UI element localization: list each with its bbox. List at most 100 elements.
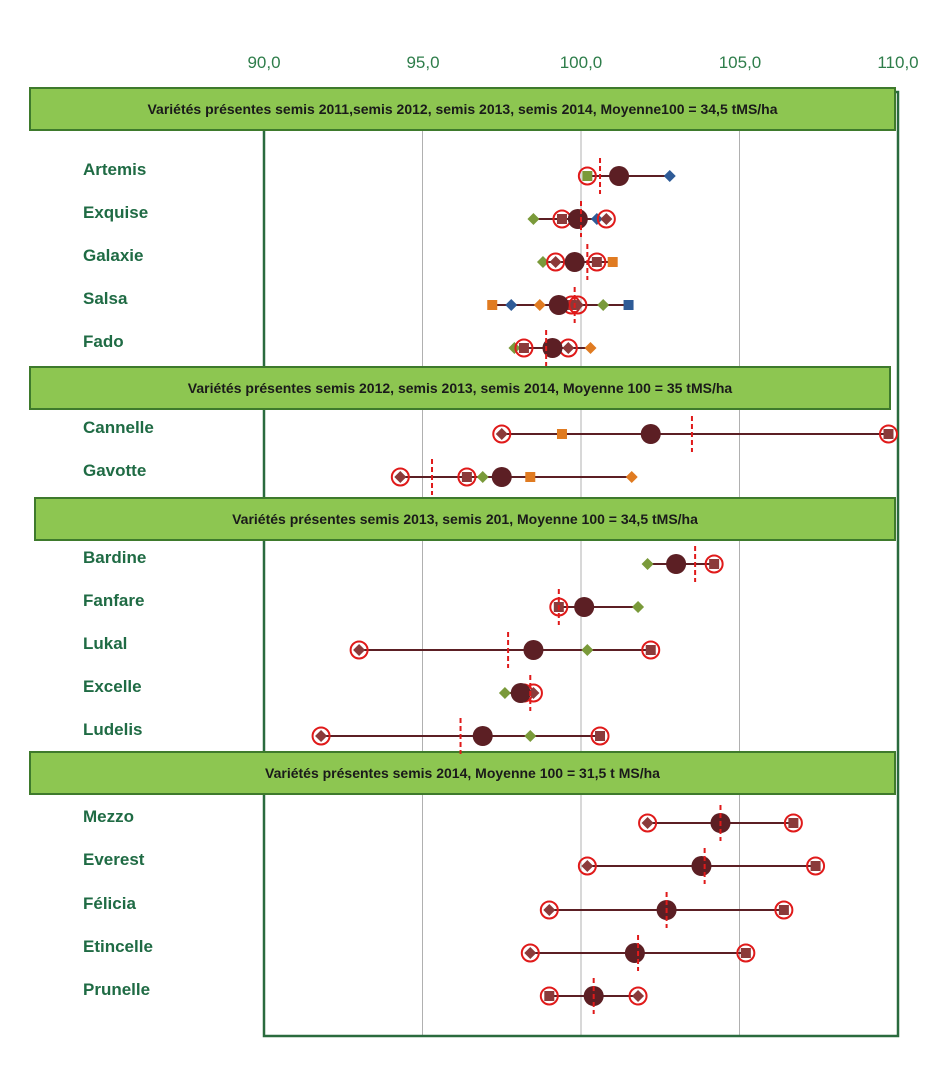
- significance-ring: [539, 986, 559, 1006]
- data-point-diamond: [524, 730, 537, 742]
- mean-marker: [666, 554, 687, 574]
- variety-row: Mezzo: [83, 805, 803, 841]
- significance-ring: [457, 467, 477, 487]
- group-banner: [29, 751, 896, 795]
- data-point-diamond: [581, 644, 594, 656]
- group-banner: [29, 366, 891, 410]
- data-point-diamond: [508, 342, 521, 354]
- mean-marker: [523, 640, 544, 660]
- significance-ring: [520, 943, 540, 963]
- variety-row: Lukal: [83, 632, 661, 668]
- data-point-diamond: [527, 213, 540, 225]
- variety-row: Galaxie: [83, 244, 618, 280]
- data-point-square: [595, 731, 606, 741]
- significance-ring: [546, 252, 566, 272]
- data-point-diamond: [632, 990, 645, 1002]
- mean-marker: [609, 166, 630, 186]
- significance-ring: [492, 424, 512, 444]
- data-point-diamond: [641, 558, 654, 570]
- significance-ring: [539, 900, 559, 920]
- data-point-diamond: [584, 342, 597, 354]
- variety-label: Galaxie: [83, 246, 144, 265]
- mean-marker: [510, 683, 531, 703]
- data-point-diamond: [495, 428, 508, 440]
- group-banner-title: Variétés présentes semis 2014, Moyenne 1…: [265, 765, 660, 781]
- x-tick-label: 95,0: [406, 53, 439, 72]
- data-point-square: [788, 818, 799, 828]
- significance-ring: [590, 726, 610, 746]
- mean-marker: [542, 338, 563, 358]
- variety-label: Everest: [83, 850, 145, 869]
- variety-row: Prunelle: [83, 978, 648, 1014]
- chart-marks: Artemis Exquise Galaxie Salsa Fado Cannelle Ga…: [83, 158, 898, 1014]
- significance-ring: [806, 856, 826, 876]
- variety-row: Everest: [83, 848, 826, 884]
- variety-row: Cannelle: [83, 416, 898, 452]
- significance-ring: [577, 856, 597, 876]
- significance-ring: [641, 640, 661, 660]
- significance-ring: [587, 252, 607, 272]
- data-point-square: [461, 472, 472, 482]
- variety-label: Gavotte: [83, 461, 146, 480]
- significance-ring: [577, 166, 597, 186]
- variety-row: Exquise: [83, 201, 616, 237]
- variety-label: Salsa: [83, 289, 128, 308]
- variety-label: Bardine: [83, 548, 146, 567]
- data-point-diamond: [632, 601, 645, 613]
- variety-row: Ludelis: [83, 718, 610, 754]
- x-axis-ticks: 90,0 95,0 100,0 105,0 110,0: [247, 53, 918, 72]
- variety-label: Exquise: [83, 203, 148, 222]
- data-point-diamond: [536, 256, 549, 268]
- data-point-diamond: [641, 817, 654, 829]
- group-banner-title: Variétés présentes semis 2011,semis 2012…: [147, 101, 777, 117]
- variety-label: Cannelle: [83, 418, 154, 437]
- significance-ring: [349, 640, 369, 660]
- significance-ring: [596, 209, 616, 229]
- data-point-diamond: [597, 299, 610, 311]
- mean-marker: [691, 856, 712, 876]
- data-point-square: [709, 559, 720, 569]
- variety-row: Fado: [83, 330, 597, 366]
- variety-row: Fanfare: [83, 589, 645, 625]
- significance-ring: [568, 295, 588, 315]
- data-point-diamond: [562, 342, 575, 354]
- variety-label: Félicia: [83, 894, 136, 913]
- variety-label: Fanfare: [83, 591, 144, 610]
- data-point-diamond: [663, 170, 676, 182]
- mean-marker: [548, 295, 569, 315]
- data-point-diamond: [353, 644, 366, 656]
- significance-ring: [736, 943, 756, 963]
- data-point-diamond: [394, 471, 407, 483]
- mean-marker: [564, 252, 585, 272]
- data-point-diamond: [590, 213, 603, 225]
- variety-row: Gavotte: [83, 459, 638, 495]
- gridlines: [422, 92, 740, 1036]
- variety-row: Félicia: [83, 892, 794, 928]
- variety-row: Artemis: [83, 158, 676, 194]
- mean-marker: [574, 597, 595, 617]
- data-point-diamond: [505, 299, 518, 311]
- significance-ring: [638, 813, 658, 833]
- significance-ring: [311, 726, 331, 746]
- variety-label: Fado: [83, 332, 124, 351]
- mean-marker: [491, 467, 512, 487]
- significance-ring: [390, 467, 410, 487]
- variety-label: Ludelis: [83, 720, 143, 739]
- variety-row: Etincelle: [83, 935, 756, 971]
- variety-label: Lukal: [83, 634, 127, 653]
- group-banner: [29, 87, 896, 131]
- data-point-square: [883, 429, 894, 439]
- data-point-square: [623, 300, 634, 310]
- significance-ring: [704, 554, 724, 574]
- significance-ring: [774, 900, 794, 920]
- x-tick-label: 105,0: [719, 53, 762, 72]
- data-point-square: [582, 171, 593, 181]
- variety-row: Excelle: [83, 675, 543, 711]
- group-banners: Variétés présentes semis 2011,semis 2012…: [29, 87, 896, 795]
- mean-marker: [640, 424, 661, 444]
- significance-ring: [514, 338, 534, 358]
- data-point-square: [487, 300, 498, 310]
- variety-row: Salsa: [83, 287, 634, 323]
- data-point-diamond: [549, 256, 562, 268]
- significance-ring: [628, 986, 648, 1006]
